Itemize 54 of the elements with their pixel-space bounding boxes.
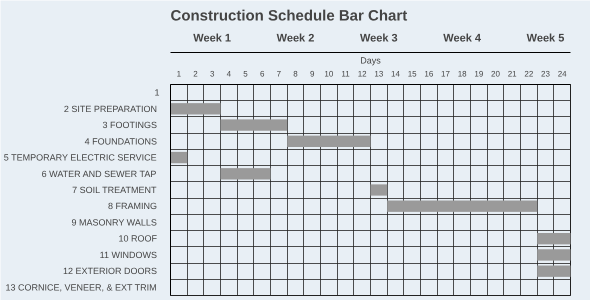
chart-title: Construction Schedule Bar Chart: [170, 8, 408, 24]
text: Week 4: [443, 32, 482, 44]
text: Week 1: [193, 32, 232, 44]
x-tick-label: 14: [391, 70, 400, 78]
x-tick-label: 15: [408, 70, 418, 78]
bar: [170, 152, 188, 164]
x-tick-label: 18: [458, 70, 468, 78]
text: Week 2: [276, 32, 314, 44]
text: Week 5: [526, 32, 564, 44]
x-tick-label: 11: [341, 70, 350, 78]
x-tick-label: 20: [491, 70, 500, 78]
bar: [287, 136, 370, 147]
x-tick-label: 13: [374, 70, 384, 78]
y-tick-label: 12 EXTERIOR DOORS: [62, 266, 158, 276]
text: Week 3: [360, 32, 398, 44]
y-tick-label: 7 SOIL TREATMENT: [72, 185, 158, 195]
x-tick-label: 6: [260, 70, 265, 78]
x-tick-label: 8: [293, 70, 298, 78]
y-tick-label: 4 FOUNDATIONS: [84, 136, 158, 146]
x-tick-label: 12: [358, 70, 368, 78]
x-tick-label: 5: [243, 70, 248, 78]
bar: [537, 265, 570, 277]
bar: [170, 103, 220, 115]
bar: [537, 249, 570, 261]
x-tick-label: 9: [310, 70, 315, 78]
y-tick-label: 5 TEMPORARY ELECTRIC SERVICE: [4, 152, 157, 163]
x-tick-label: 1: [176, 70, 182, 78]
x-tick-label: 7: [276, 70, 282, 78]
y-tick-label: 10 ROOF: [118, 234, 158, 244]
x-tick-label: 17: [441, 70, 450, 78]
y-tick-label: 6 WATER AND SEWER TAP: [42, 168, 156, 179]
y-tick-label: 2 SITE PREPARATION: [64, 104, 157, 114]
x-axis-title: Days: [360, 56, 382, 66]
y-tick-label: 11 WINDOWS: [100, 250, 158, 260]
x-tick-label: 4: [226, 70, 232, 78]
x-tick-label: 2: [193, 70, 198, 78]
x-tick-label: 16: [424, 70, 434, 78]
bar: [220, 168, 270, 180]
x-tick-label: 22: [524, 70, 534, 78]
x-tick-label: 23: [541, 70, 550, 78]
x-tick-label: 21: [508, 70, 518, 78]
y-tick-label: 8 FRAMING: [108, 201, 158, 212]
x-tick-label: 19: [474, 70, 484, 78]
bar: [537, 233, 570, 244]
y-tick-label: 9 MASONRY WALLS: [71, 217, 157, 228]
bar: [387, 200, 538, 212]
bar: [370, 184, 388, 196]
bar: [220, 119, 288, 131]
y-tick-label: 3 FOOTINGS: [102, 120, 158, 130]
x-tick-label: 3: [210, 70, 215, 78]
x-tick-label: 10: [324, 70, 334, 78]
x-tick-label: 24: [558, 70, 568, 78]
y-tick-label: 1: [154, 88, 160, 98]
y-tick-label: 13 CORNICE, VENEER, & EXT TRIM: [5, 282, 157, 292]
